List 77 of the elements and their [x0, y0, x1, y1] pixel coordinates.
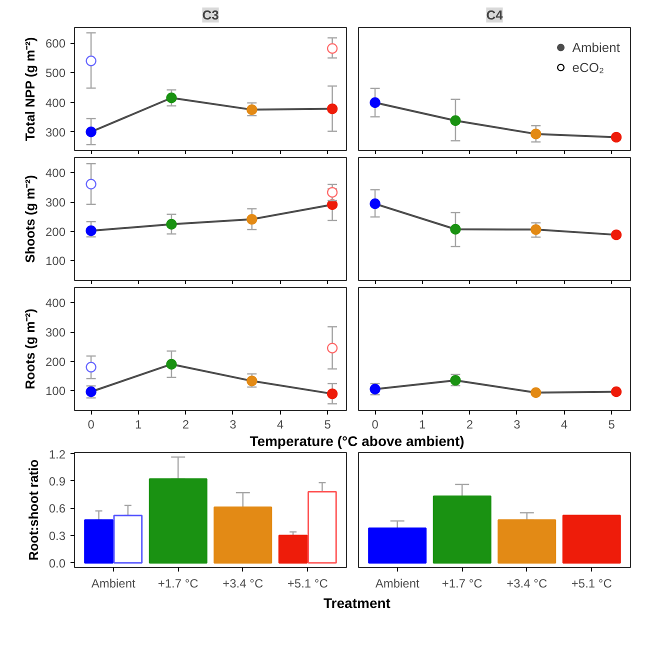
point	[166, 218, 177, 230]
x-tick-label: +5.1 °C	[287, 576, 328, 590]
x-tick-label: 0	[372, 418, 379, 432]
point	[86, 362, 96, 372]
x-tick-label: 5	[324, 418, 332, 432]
y-tick-label: 200	[45, 224, 66, 239]
x-tick-label: 4	[560, 418, 568, 432]
point	[530, 224, 542, 235]
y-tick-label: 400	[45, 296, 66, 310]
chart-title: C4	[486, 8, 504, 22]
point	[450, 115, 461, 126]
x-tick-label: +3.4 °C	[222, 576, 264, 590]
y-axis-title: Total NPP (g m⁻²)	[22, 37, 38, 142]
point	[610, 229, 622, 240]
y-tick-label: 300	[45, 196, 66, 210]
point	[450, 224, 461, 235]
point	[610, 132, 622, 143]
point	[326, 103, 338, 114]
y-axis-title: Shoots (g m⁻²)	[22, 175, 38, 263]
y-tick-label: 0.9	[48, 474, 66, 488]
legend-label: Ambient	[572, 40, 620, 54]
legend-label: eCO₂	[572, 60, 604, 74]
chart-title: C3	[202, 8, 219, 22]
y-tick-label: 100	[45, 384, 66, 398]
y-tick-label: 500	[45, 66, 66, 80]
y-axis-title: Roots (g m⁻²)	[22, 308, 38, 390]
x-tick-label: 2	[466, 418, 474, 432]
bar	[498, 519, 556, 564]
point	[610, 386, 622, 398]
point	[326, 199, 338, 210]
point	[166, 92, 177, 104]
point	[86, 56, 96, 66]
x-tick-label: 1	[419, 418, 426, 432]
point	[86, 225, 96, 236]
y-axis-title: Root:shoot ratio	[26, 459, 41, 561]
point	[326, 43, 338, 54]
bar	[562, 514, 621, 564]
x-axis-title: Temperature (°C above ambient)	[248, 432, 466, 451]
point	[166, 358, 177, 370]
point	[370, 97, 380, 108]
point	[370, 198, 380, 210]
y-tick-label: 0.6	[48, 502, 66, 516]
x-tick-label: Ambient	[375, 576, 420, 590]
x-tick-label: 3	[230, 418, 237, 432]
point	[86, 178, 96, 190]
x-tick-label: +5.1 °C	[571, 576, 612, 590]
x-tick-label: 2	[182, 418, 190, 432]
x-tick-label: +3.4 °C	[506, 576, 548, 590]
x-tick-label: 4	[276, 418, 284, 432]
bar	[368, 528, 427, 564]
point	[326, 187, 338, 198]
y-tick-label: 300	[45, 125, 66, 140]
y-tick-label: 600	[45, 36, 66, 51]
x-tick-label: 3	[514, 418, 521, 432]
y-tick-label: 100	[45, 254, 66, 268]
point	[246, 214, 258, 225]
y-tick-label: 0.0	[48, 556, 66, 570]
point	[326, 388, 338, 400]
y-tick-label: 1.2	[48, 448, 66, 462]
x-tick-label: +1.7 °C	[442, 576, 483, 590]
point	[326, 342, 338, 354]
point	[246, 376, 258, 386]
x-tick-label: +1.7 °C	[158, 576, 199, 590]
y-tick-label: 400	[45, 166, 66, 180]
bar	[432, 496, 492, 564]
y-tick-label: 0.3	[48, 529, 66, 544]
x-axis-title: Treatment	[322, 594, 392, 613]
x-tick-label: 1	[135, 418, 142, 432]
point	[530, 387, 542, 398]
point	[530, 128, 542, 140]
x-tick-label: Ambient	[91, 576, 136, 590]
y-tick-label: 400	[45, 96, 66, 110]
x-tick-label: 5	[608, 418, 616, 432]
point	[86, 126, 96, 138]
y-tick-label: 300	[45, 326, 66, 340]
y-tick-label: 200	[45, 354, 66, 369]
x-tick-label: 0	[88, 418, 95, 432]
